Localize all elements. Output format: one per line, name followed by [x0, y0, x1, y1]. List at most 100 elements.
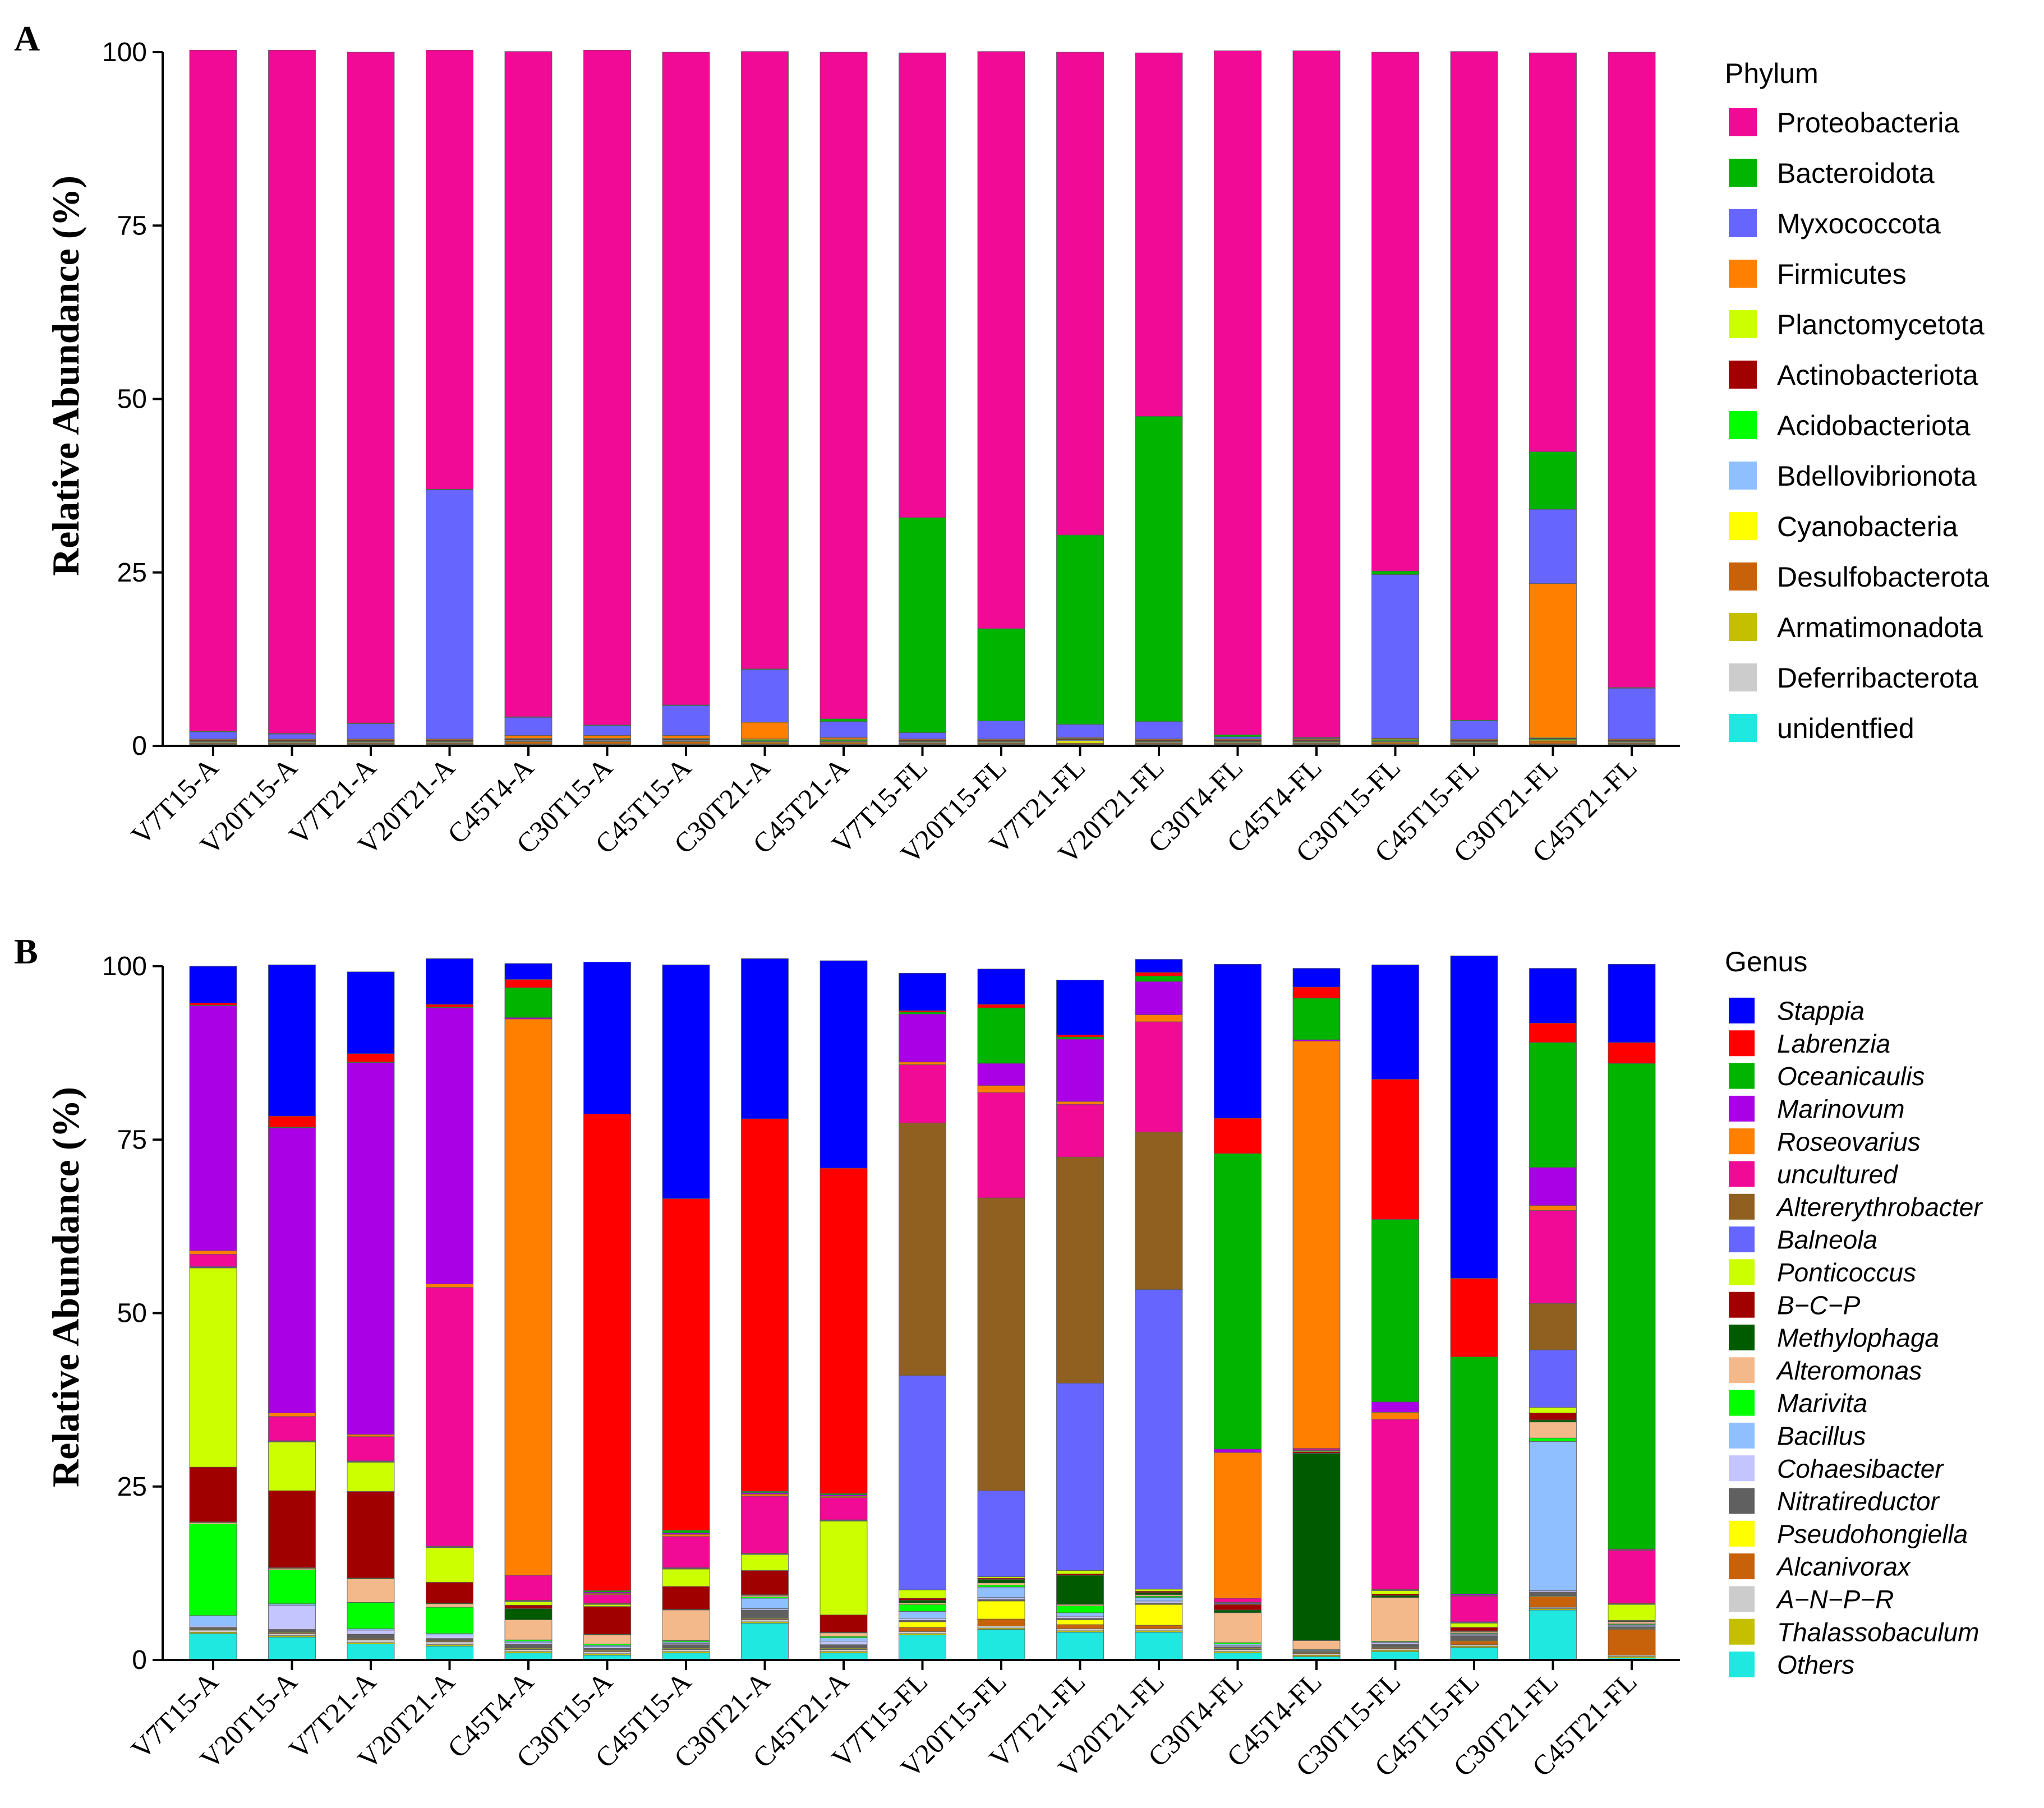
legend-a: Phylum Proteobacteria Bacteroidota Myxococ… [1725, 58, 1989, 744]
bar-stack-C30T21-A [741, 51, 789, 746]
legend-item-Ponticoccus: Ponticoccus [1729, 1258, 1916, 1287]
legend-swatch-Desulfobacterota [1729, 562, 1757, 591]
bar-segment-Bacillus-V20T21-FL [1135, 1597, 1183, 1602]
bar-segment-Roseovarius-C45T4-FL [1292, 1041, 1341, 1449]
bar-segment-Alteromonas-C30T15-FL [1371, 1597, 1419, 1641]
bar-segment-Alteromonas-C45T21-A [820, 1632, 868, 1637]
legend-label-Alteromonas: Alteromonas [1775, 1356, 1922, 1385]
bar-segment-uncultured-C45T15-A [662, 1536, 710, 1568]
bar-segment-Labrenzia-C45T21-FL [1608, 1042, 1656, 1064]
bar-segment-Others-V7T21-A [347, 1644, 395, 1661]
bar-segment-Others-C30T21-A [741, 1622, 789, 1661]
bar-segment-Roseovarius-C30T4-FL [1214, 1452, 1262, 1599]
bar-stack-C45T21-FL [1608, 963, 1656, 1661]
bar-segment-Stappia-C45T21-FL [1608, 963, 1656, 1043]
bar-segment-Proteobacteria-C45T21-A [820, 52, 868, 719]
bar-segment-Stappia-C30T15-A [583, 962, 631, 1114]
bar-segment-Labrenzia-C30T15-FL [1371, 1079, 1419, 1220]
legend-swatch-Pseudohongiella [1729, 1520, 1755, 1547]
bar-segment-Alcanivorax-C45T21-FL [1608, 1629, 1656, 1655]
legend-item-B−C−P: B−C−P [1729, 1290, 1861, 1320]
legend-item-Armatimonadota: Armatimonadota [1729, 612, 1983, 643]
bar-segment-Thalassobaculum-V7T21-A [347, 1642, 395, 1645]
bar-segment-Alcanivorax-C45T15-FL [1450, 1641, 1498, 1645]
legend-item-Nitratireductor: Nitratireductor [1729, 1487, 1940, 1516]
legend-item-Myxococcota: Myxococcota [1729, 208, 1941, 239]
bar-segment-Alcanivorax-V20T15-FL [977, 1618, 1025, 1626]
legend-swatch-Marivita [1729, 1390, 1755, 1416]
bar-segment-Oceanicaulis-V7T21-FL [1056, 1036, 1104, 1040]
bar-segment-Proteobacteria-C45T4-A [504, 51, 553, 717]
bar-stack-V20T15-A [268, 965, 316, 1661]
legend-item-Cyanobacteria: Cyanobacteria [1729, 511, 1958, 542]
bar-segment-Thalassobaculum-C45T15-A [662, 1651, 710, 1654]
bar-segment-Ponticoccus-C30T15-A [583, 1604, 631, 1607]
bar-segment-Marinovum-V7T21-FL [1056, 1039, 1104, 1102]
bar-segment-Labrenzia-C30T4-FL [1214, 1118, 1262, 1154]
bar-segment-A−N−P−R-V7T21-A [347, 1639, 395, 1643]
legend-label-Desulfobacterota: Desulfobacterota [1777, 561, 1989, 593]
bar-segment-Myxococcota-V7T15-FL [899, 732, 946, 740]
bar-segment-Others-C30T15-FL [1371, 1651, 1419, 1661]
bar-segment-Stappia-C30T4-FL [1214, 963, 1262, 1119]
y-tick-label-a-50: 50 [117, 385, 147, 414]
legend-item-uncultured: uncultured [1729, 1160, 1898, 1189]
legend-item-Alteromonas: Alteromonas [1729, 1356, 1922, 1385]
bar-segment-Bacillus-V7T15-A [189, 1615, 237, 1626]
legend-item-Altererythrobacter: Altererythrobacter [1729, 1192, 1983, 1221]
bar-stack-C30T21-FL [1529, 52, 1577, 746]
bar-segment-uncultured-V7T15-FL [899, 1064, 946, 1123]
bar-segment-Marivita-C30T21-FL [1529, 1437, 1577, 1442]
bar-segment-uncultured-C45T21-FL [1608, 1550, 1656, 1604]
legend-swatch-Firmicutes [1729, 260, 1757, 288]
bar-segment-Thalassobaculum-C45T4-A [504, 1651, 553, 1654]
bar-segment-Ponticoccus-V7T21-A [347, 1462, 395, 1492]
bar-segment-A−N−P−R-C30T4-FL [1214, 1649, 1262, 1652]
legend-label-Roseovarius: Roseovarius [1777, 1127, 1921, 1156]
bar-segment-A−N−P−R-C45T4-A [504, 1649, 553, 1652]
bar-segment-uncultured-V7T15-A [189, 1253, 237, 1267]
legend-label-Deferribacterota: Deferribacterota [1777, 662, 1978, 694]
bar-stack-V7T21-A [347, 52, 395, 746]
bar-segment-Labrenzia-C45T4-A [504, 979, 553, 988]
legend-label-B−C−P: B−C−P [1777, 1290, 1861, 1320]
bar-segment-Cohaesibacter-C45T21-A [820, 1641, 868, 1645]
bar-segment-Ponticoccus-V7T21-FL [1056, 1570, 1104, 1574]
bar-segment-Roseovarius-V7T15-A [189, 1250, 237, 1254]
bar-segment-B−C−P-V7T21-A [347, 1491, 395, 1579]
legend-item-Acidobacteriota: Acidobacteriota [1729, 410, 1971, 441]
bar-segment-A−N−P−R-V20T21-A [426, 1641, 473, 1645]
bar-segment-Marivita-V20T15-FL [977, 1584, 1025, 1588]
bar-segment-Alteromonas-C30T21-A [741, 1595, 789, 1597]
y-tick-label-b-25: 25 [117, 1472, 147, 1502]
bar-segment-Labrenzia-V7T21-A [347, 1053, 395, 1063]
legend-label-Others: Others [1777, 1650, 1854, 1680]
bar-segment-Myxococcota-V20T15-A [268, 734, 316, 740]
bar-stack-V7T15-FL [899, 52, 946, 746]
legend-swatch-Bdellovibrionota [1729, 462, 1757, 490]
legend-item-Alcanivorax: Alcanivorax [1729, 1552, 1912, 1581]
bar-segment-Nitratireductor-V20T15-A [268, 1629, 316, 1632]
bars-a [189, 49, 1656, 746]
bar-segment-Marivita-V7T21-A [347, 1602, 395, 1629]
legend-swatch-Cyanobacteria [1729, 512, 1757, 540]
bar-segment-Marivita-V20T21-A [426, 1607, 473, 1634]
legend-label-Armatimonadota: Armatimonadota [1777, 612, 1983, 643]
y-tick-label-b-100: 100 [102, 952, 147, 981]
bar-segment-Nitratireductor-C30T15-A [583, 1648, 631, 1651]
bar-segment-Firmicutes-C30T15-A [583, 735, 631, 739]
bar-segment-Alteromonas-V7T21-A [347, 1578, 395, 1603]
bar-stack-V7T15-FL [899, 973, 946, 1661]
bar-segment-Ponticoccus-V20T21-A [426, 1547, 473, 1583]
bar-segment-Roseovarius-C30T21-FL [1529, 1205, 1577, 1211]
bar-segment-Stappia-C45T4-A [504, 963, 553, 980]
bar-stack-V20T21-FL [1135, 959, 1183, 1661]
bar-segment-uncultured-C30T4-FL [1214, 1598, 1262, 1603]
bar-segment-Ponticoccus-V7T15-FL [899, 1589, 946, 1599]
legend-title-a: Phylum [1725, 58, 1819, 89]
legend-label-Proteobacteria: Proteobacteria [1777, 107, 1959, 139]
bar-stack-V7T21-FL [1056, 980, 1104, 1661]
bar-stack-C30T15-FL [1371, 52, 1419, 746]
y-tick-label-a-0: 0 [132, 731, 147, 761]
bar-segment-Others-V20T21-A [426, 1645, 473, 1661]
